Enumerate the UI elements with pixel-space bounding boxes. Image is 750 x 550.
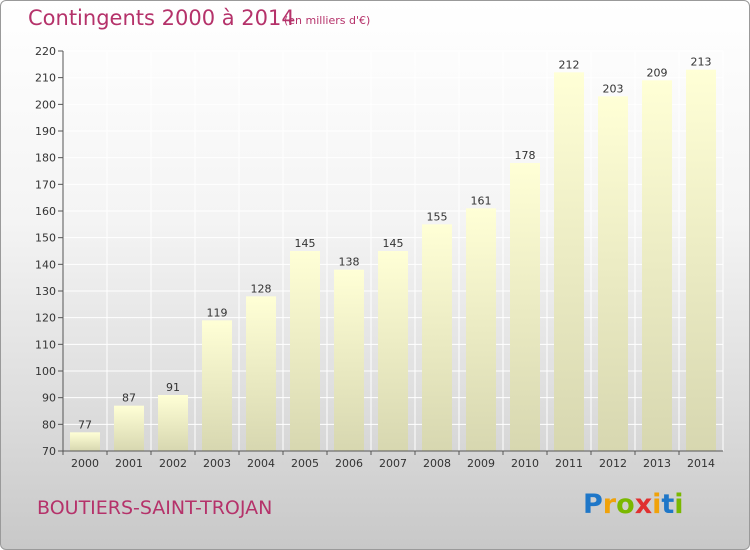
- data-label: 91: [166, 381, 180, 394]
- y-tick-label: 200: [35, 98, 56, 111]
- y-tick-label: 210: [35, 72, 56, 85]
- axes: 7080901001101201301401501601701801902002…: [35, 45, 723, 470]
- logo-letter: i: [652, 489, 662, 520]
- data-label: 119: [207, 306, 228, 319]
- y-tick-label: 70: [42, 445, 56, 458]
- bar: [334, 269, 364, 451]
- x-tick-label: 2004: [247, 457, 275, 470]
- data-label: 145: [295, 237, 316, 250]
- proxiti-logo: Proxiti: [583, 489, 684, 520]
- bar: [290, 251, 320, 451]
- x-tick-label: 2005: [291, 457, 319, 470]
- data-label: 161: [471, 194, 492, 207]
- bar: [70, 432, 100, 451]
- x-tick-label: 2003: [203, 457, 231, 470]
- x-tick-label: 2012: [599, 457, 627, 470]
- y-tick-label: 90: [42, 392, 56, 405]
- y-tick-label: 170: [35, 178, 56, 191]
- y-tick-label: 130: [35, 285, 56, 298]
- y-tick-label: 180: [35, 152, 56, 165]
- bar: [202, 320, 232, 451]
- data-label: 178: [515, 149, 536, 162]
- x-tick-label: 2007: [379, 457, 407, 470]
- x-tick-label: 2011: [555, 457, 583, 470]
- x-tick-label: 2006: [335, 457, 363, 470]
- logo-letter: i: [674, 489, 684, 520]
- x-tick-label: 2010: [511, 457, 539, 470]
- logo-letter: r: [602, 489, 617, 520]
- bar: [466, 208, 496, 451]
- data-label: 155: [427, 210, 448, 223]
- data-label: 203: [603, 82, 624, 95]
- x-tick-label: 2008: [423, 457, 451, 470]
- logo-letter: x: [634, 489, 653, 520]
- commune-name: BOUTIERS-SAINT-TROJAN: [37, 497, 273, 519]
- y-tick-label: 110: [35, 338, 56, 351]
- y-tick-label: 80: [42, 418, 56, 431]
- data-label: 87: [122, 392, 136, 405]
- bar: [642, 80, 672, 451]
- chart-subtitle: (en milliers d'€): [284, 14, 371, 27]
- bar: [114, 405, 144, 451]
- bar: [378, 251, 408, 451]
- y-tick-label: 150: [35, 232, 56, 245]
- data-label: 128: [251, 282, 272, 295]
- bars: 77 87 91 119 128 145 138 145 155 161 178 212 203 209 2…: [70, 56, 716, 452]
- y-tick-label: 140: [35, 258, 56, 271]
- data-label: 77: [78, 418, 92, 431]
- bar: [246, 296, 276, 451]
- bar: [422, 224, 452, 451]
- y-tick-label: 220: [35, 45, 56, 58]
- data-label: 212: [559, 58, 580, 71]
- y-tick-label: 160: [35, 205, 56, 218]
- data-label: 209: [647, 66, 668, 79]
- x-tick-label: 2002: [159, 457, 187, 470]
- bar: [554, 72, 584, 451]
- y-tick-label: 100: [35, 365, 56, 378]
- logo-letter: P: [583, 489, 603, 520]
- y-tick-label: 120: [35, 312, 56, 325]
- bar: [598, 96, 628, 451]
- data-label: 138: [339, 256, 360, 269]
- chart-title: Contingents 2000 à 2014: [28, 6, 295, 30]
- data-label: 213: [691, 56, 712, 69]
- bar: [158, 395, 188, 451]
- y-tick-label: 190: [35, 125, 56, 138]
- x-tick-label: 2014: [687, 457, 715, 470]
- data-label: 145: [383, 237, 404, 250]
- x-tick-label: 2009: [467, 457, 495, 470]
- logo-letter: o: [616, 489, 635, 520]
- logo-letter: t: [661, 489, 675, 520]
- x-tick-label: 2001: [115, 457, 143, 470]
- x-tick-label: 2000: [71, 457, 99, 470]
- bar: [686, 69, 716, 452]
- x-tick-label: 2013: [643, 457, 671, 470]
- bar: [510, 163, 540, 451]
